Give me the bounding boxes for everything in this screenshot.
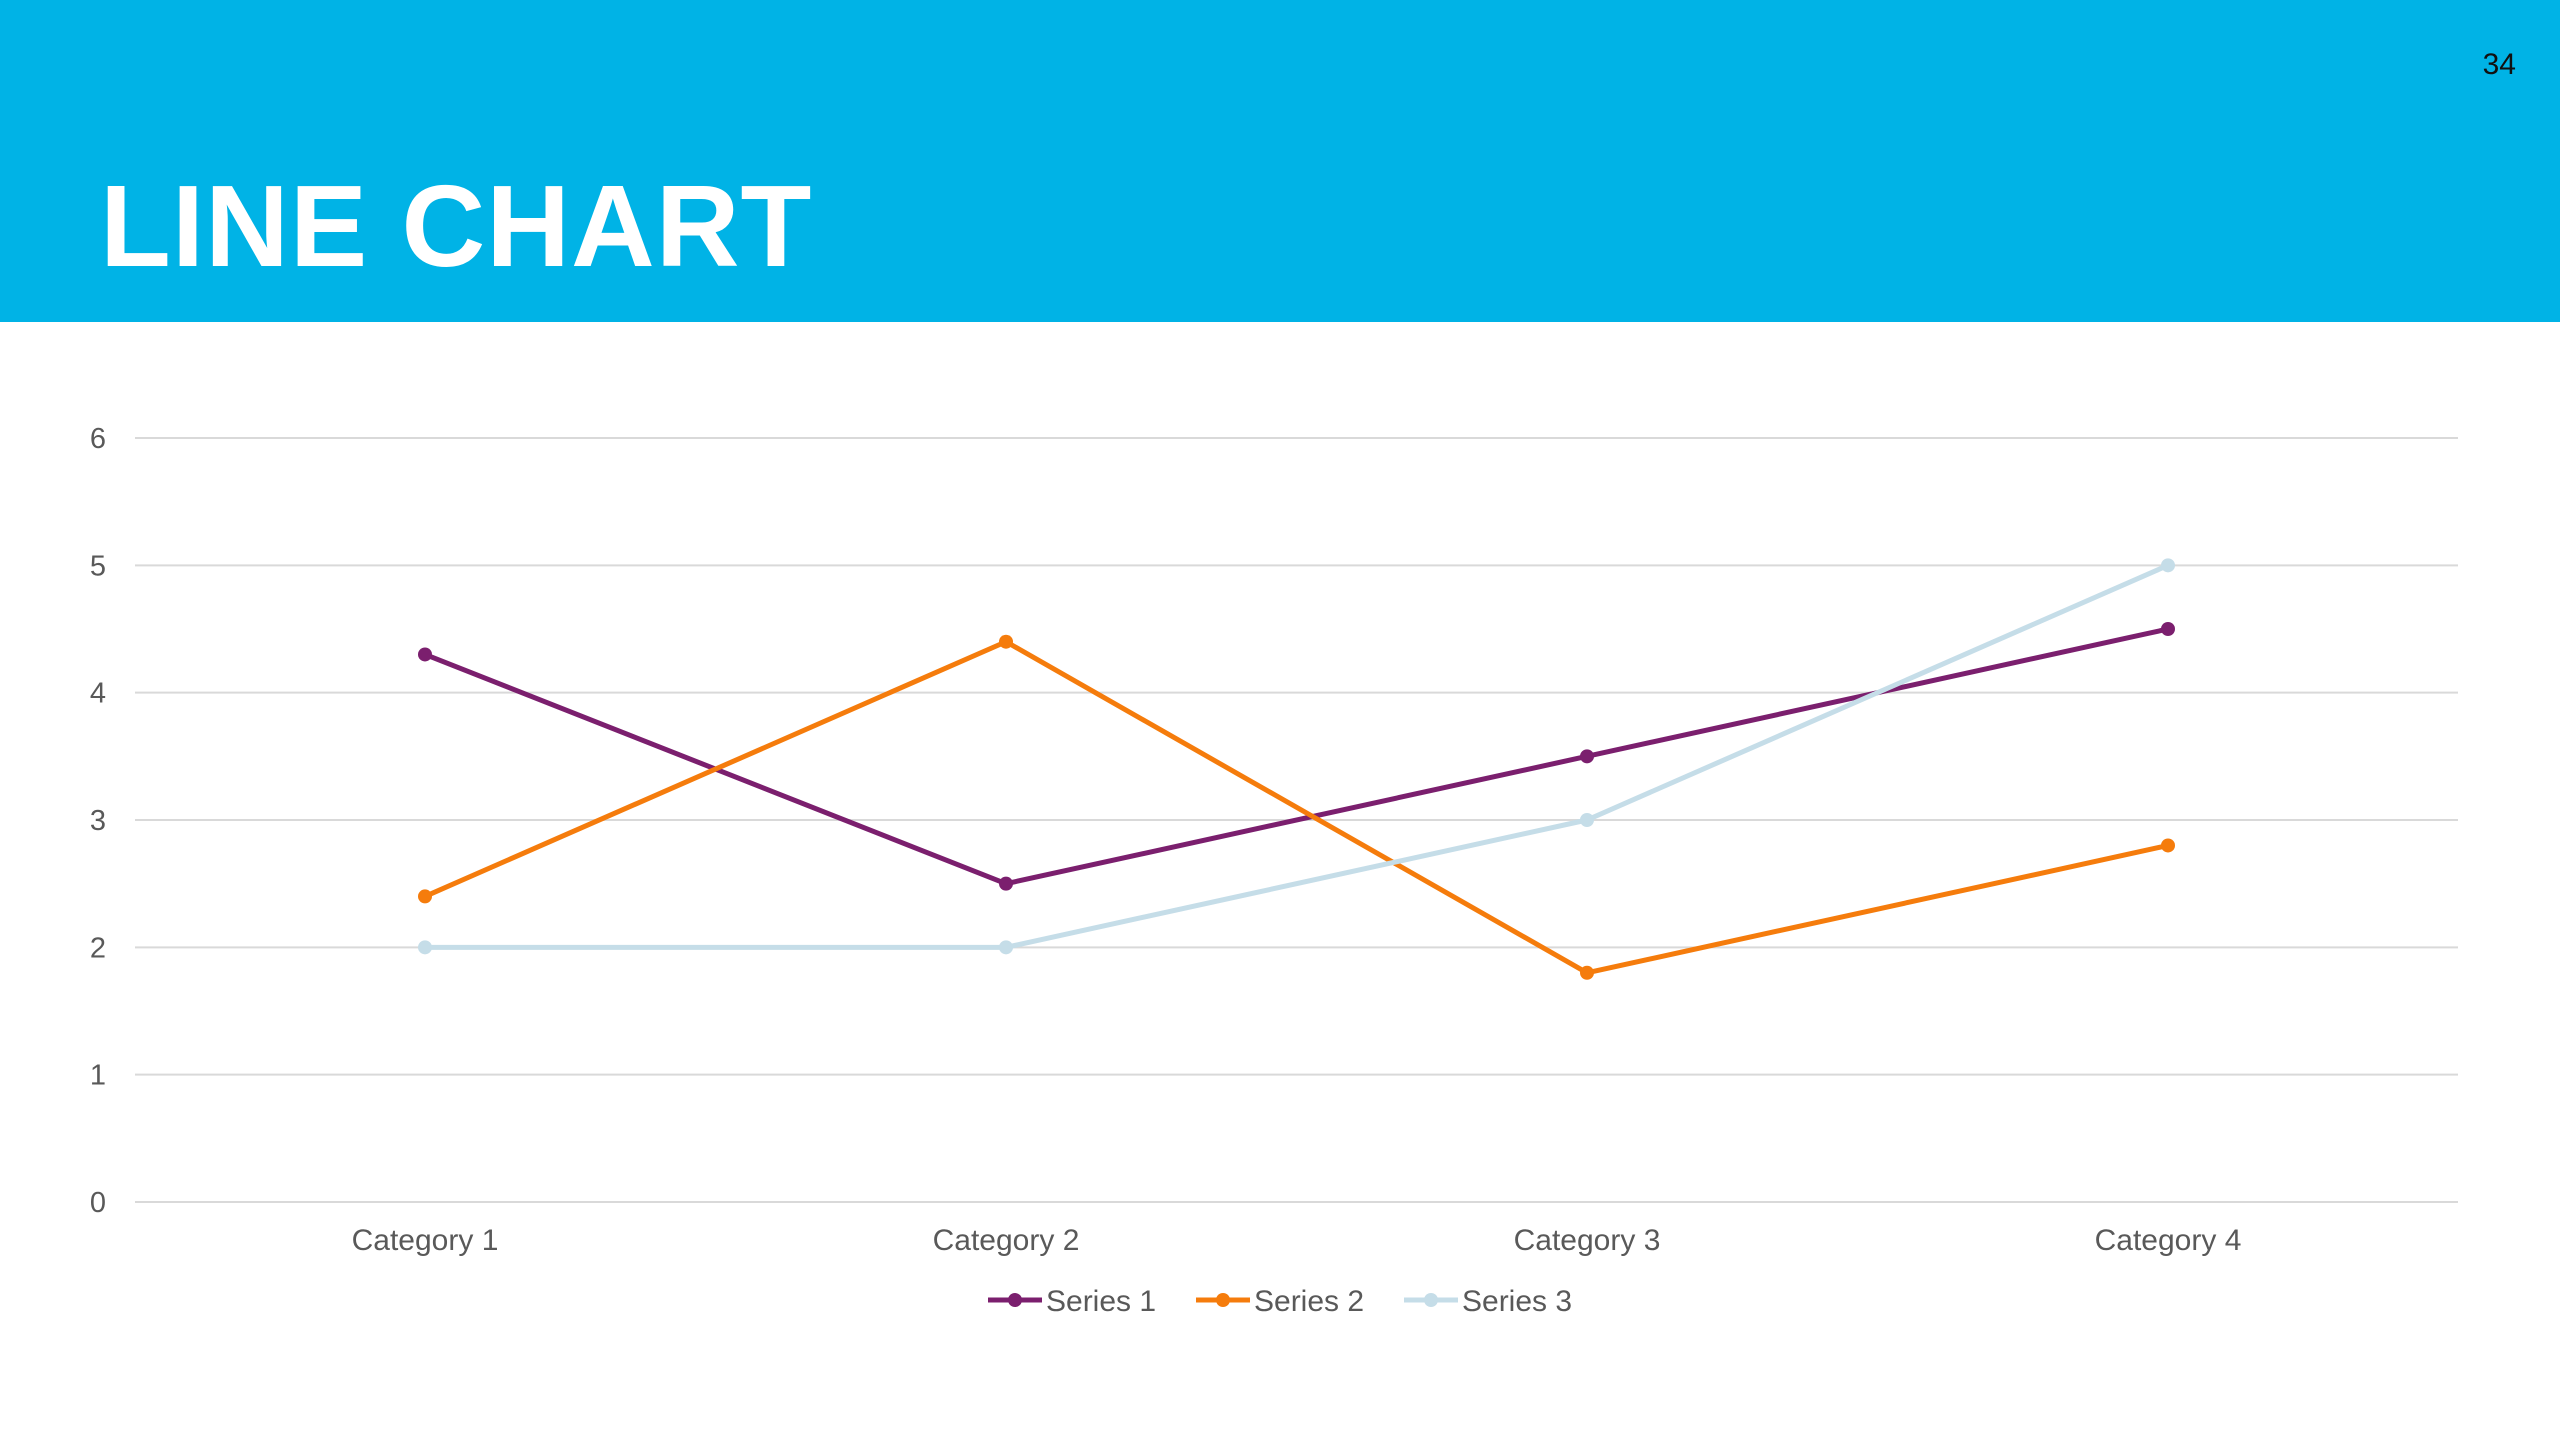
data-point: [1580, 749, 1594, 764]
y-tick-label: 6: [90, 423, 106, 455]
slide-number: 34: [2482, 48, 2516, 81]
legend-marker: [1216, 1293, 1230, 1307]
series-line: [422, 626, 2171, 887]
data-point: [1580, 813, 1594, 827]
data-point: [418, 889, 432, 904]
y-tick-label: 5: [90, 550, 106, 582]
data-point: [418, 647, 432, 662]
data-point: [2161, 622, 2175, 636]
legend-item: Series 3: [1404, 1285, 1572, 1318]
series-2: [418, 634, 2175, 980]
data-point: [418, 940, 432, 955]
series-3: [418, 558, 2175, 955]
data-point: [999, 940, 1013, 955]
legend-marker: [1008, 1293, 1022, 1307]
y-tick-label: 2: [90, 932, 106, 964]
x-tick-label: Category 1: [352, 1224, 499, 1257]
x-tick-label: Category 4: [2095, 1224, 2242, 1257]
data-point: [999, 634, 1013, 649]
x-tick-label: Category 2: [933, 1224, 1080, 1257]
legend-marker: [1424, 1293, 1438, 1307]
legend: Series 1 Series 2 Series 3: [988, 1285, 1572, 1318]
y-tick-label: 1: [90, 1060, 106, 1092]
legend-label: Series 3: [1462, 1285, 1572, 1318]
data-point: [1580, 965, 1594, 980]
legend-item: Series 1: [988, 1285, 1156, 1318]
x-axis-tick-labels: Category 1 Category 2 Category 3 Category 4: [352, 1224, 2242, 1257]
legend-item: Series 2: [1196, 1285, 1364, 1318]
data-point: [999, 876, 1013, 891]
y-axis-tick-labels: 0 1 2 3 4 5 6: [90, 423, 106, 1219]
data-point: [2161, 558, 2175, 573]
y-tick-label: 3: [90, 805, 106, 837]
series-line: [422, 562, 2171, 950]
series-1: [418, 622, 2175, 891]
series-line: [422, 639, 2171, 976]
series-lines: [418, 558, 2175, 980]
y-tick-label: 4: [90, 678, 106, 710]
data-point: [2161, 838, 2175, 853]
y-tick-label: 0: [90, 1187, 106, 1219]
slide-title: LINE CHART: [100, 161, 813, 291]
legend-label: Series 2: [1254, 1285, 1364, 1318]
legend-label: Series 1: [1046, 1285, 1156, 1318]
header-band: 34 LINE CHART: [0, 0, 2560, 322]
x-tick-label: Category 3: [1514, 1224, 1661, 1257]
